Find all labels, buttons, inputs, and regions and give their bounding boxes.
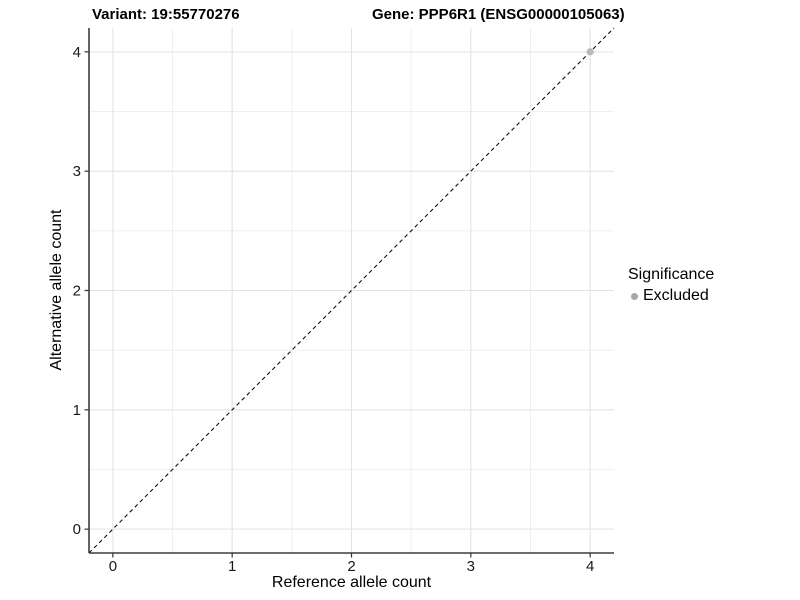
- x-tick-label: 0: [109, 558, 117, 575]
- x-tick-label: 2: [347, 558, 355, 575]
- legend: Significance Excluded: [628, 266, 714, 305]
- y-tick-label: 3: [73, 163, 81, 180]
- legend-item-label: Excluded: [643, 287, 709, 304]
- gene-title: Gene: PPP6R1 (ENSG00000105063): [372, 6, 625, 23]
- variant-title: Variant: 19:55770276: [92, 6, 240, 23]
- y-tick-label: 0: [73, 521, 81, 538]
- data-point: [586, 48, 594, 56]
- excluded-point-icon: [631, 292, 638, 300]
- x-tick-label: 3: [467, 558, 475, 575]
- y-tick-label: 4: [73, 44, 81, 61]
- x-tick-label: 1: [228, 558, 236, 575]
- x-axis-title: Reference allele count: [271, 574, 432, 591]
- y-tick-label: 1: [73, 402, 81, 419]
- legend-item-excluded: Excluded: [628, 287, 714, 305]
- y-tick-label: 2: [73, 283, 81, 300]
- x-tick-label: 4: [586, 558, 594, 575]
- y-axis-title: Alternative allele count: [48, 209, 65, 371]
- identity-line: [88, 27, 615, 554]
- legend-title: Significance: [628, 266, 715, 283]
